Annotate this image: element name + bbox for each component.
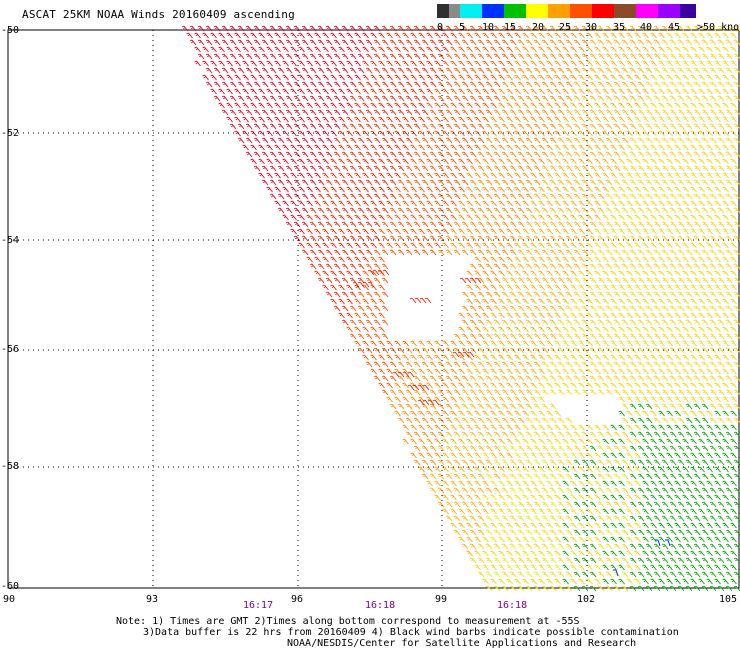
scale-label-25: 25 (559, 22, 572, 33)
wind-barbs-layer (181, 25, 740, 592)
lon-label-93: 93 (146, 594, 159, 605)
lat-label-52: -52 (1, 128, 20, 139)
wind-barbs-group-0 (181, 25, 381, 242)
scale-label-40: 40 (640, 22, 653, 33)
blue-barb-0 (655, 539, 661, 547)
scale-label-45: 45 (668, 22, 681, 33)
blue-barb-2 (613, 569, 619, 577)
wind-barbs-group-2 (346, 25, 525, 396)
lat-label-54: -54 (1, 235, 20, 246)
wind-barbs-group-3 (386, 25, 597, 480)
wind-barbs-group-5 (469, 25, 740, 592)
scale-label-20: 20 (532, 22, 545, 33)
wind-barbs-group-4 (426, 25, 669, 557)
blue-barb-1 (665, 539, 671, 547)
scale-swatch-12 (680, 4, 696, 18)
note-line-1: Note: 1) Times are GMT 2)Times along bot… (116, 616, 580, 627)
scale-label-15: 15 (504, 22, 517, 33)
map-title: ASCAT 25KM NOAA Winds 20160409 ascending (22, 8, 295, 21)
wind-barbs-group-6 (562, 403, 737, 592)
map-frame (7, 29, 740, 589)
time-label-2: 16:18 (365, 600, 396, 611)
scale-label-30: 30 (585, 22, 598, 33)
scale-label-10: 10 (482, 22, 495, 33)
scale-swatch-7 (570, 4, 592, 18)
scale-swatch-4 (504, 4, 526, 18)
wind-barbs-group-8 (482, 445, 641, 592)
lat-label-60: -60 (1, 581, 20, 592)
lon-label-90: 90 (3, 594, 16, 605)
wind-barbs-group-1 (298, 25, 457, 326)
lon-label-102: 102 (577, 594, 596, 605)
scale-swatch-5 (526, 4, 548, 18)
scale-swatch-3 (482, 4, 504, 18)
lat-label-56: -56 (1, 344, 20, 355)
lon-label-96: 96 (291, 594, 304, 605)
scale-label-35: 35 (613, 22, 626, 33)
scale-label-0: 0 (437, 22, 444, 33)
lon-label-105: 105 (719, 594, 738, 605)
scale-swatch-1 (449, 4, 460, 18)
scale-swatch-10 (636, 4, 658, 18)
scale-swatch-6 (548, 4, 570, 18)
lat-label-50: -50 (1, 25, 20, 36)
scale-label-5: 5 (459, 22, 466, 33)
time-label-1: 16:17 (243, 600, 274, 611)
note-line-3: NOAA/NESDIS/Center for Satellite Applica… (287, 638, 637, 649)
lon-label-99: 99 (435, 594, 448, 605)
note-line-2: 3)Data buffer is 22 hrs from 20160409 4)… (143, 627, 679, 638)
graticule (8, 30, 739, 588)
wind-barbs-group-9 (352, 269, 482, 406)
lat-label-58: -58 (1, 461, 20, 472)
scale-swatch-8 (592, 4, 614, 18)
scale-swatch-0 (437, 4, 449, 18)
scale-swatch-2 (460, 4, 482, 18)
scale-swatch-9 (614, 4, 636, 18)
scale-label-50: >50 knots (697, 22, 740, 33)
time-label-3: 16:18 (497, 600, 528, 611)
wind-barbs-group-7 (642, 424, 740, 592)
scale-swatch-11 (658, 4, 680, 18)
